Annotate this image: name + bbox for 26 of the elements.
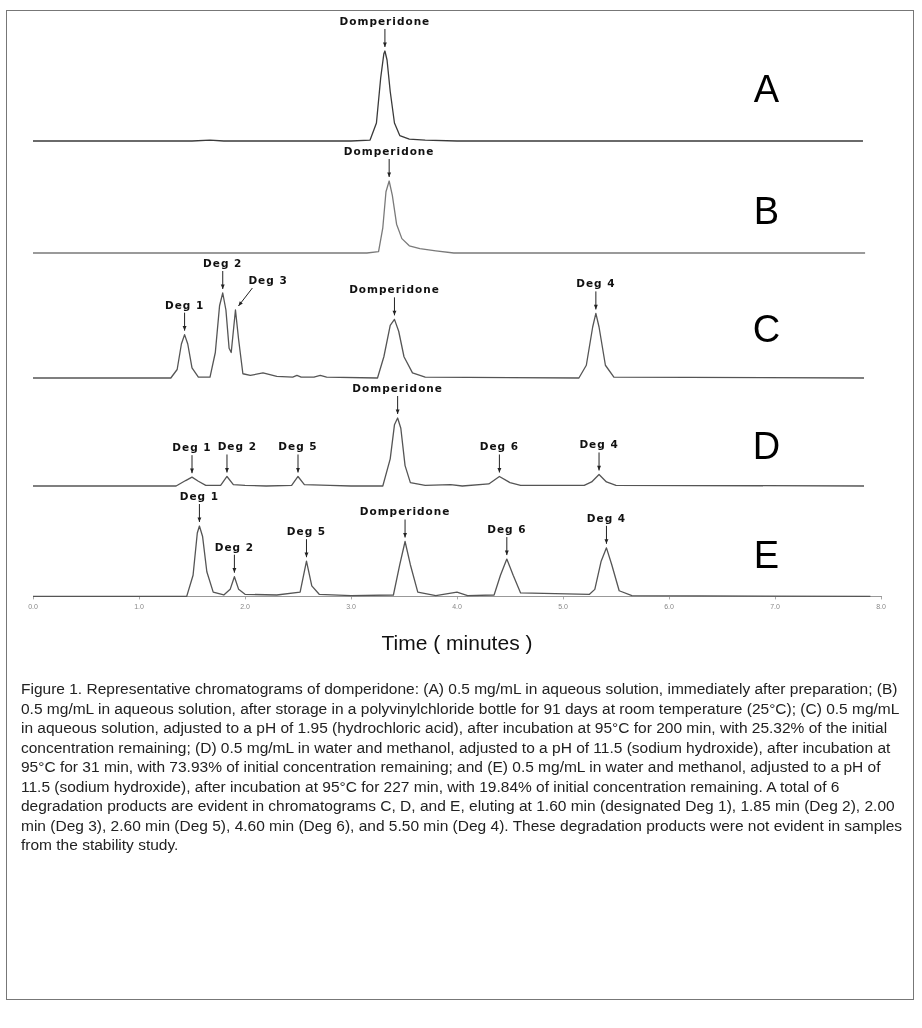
chart-title: C — [752, 307, 781, 350]
annotation: Deg 1 — [164, 298, 205, 311]
annotation: Deg 5 — [286, 525, 327, 538]
chart-title: A — [753, 67, 780, 110]
annotation: Domperidone — [359, 505, 451, 518]
annotation: Domperidone — [343, 145, 435, 157]
chart-title: D — [752, 425, 781, 468]
annotation: Domperidone — [349, 283, 440, 296]
annotation: Domperidone — [339, 15, 431, 27]
annotation: Deg 4 — [576, 277, 616, 290]
annotation: Deg 1 — [172, 441, 212, 454]
annotation: Deg 6 — [487, 523, 527, 536]
chart-title: E — [753, 534, 780, 577]
annotation: Deg 4 — [586, 511, 627, 524]
annotation: Deg 5 — [278, 440, 318, 453]
annotation: Deg 1 — [179, 490, 220, 502]
x-axis-title: Time ( minutes ) — [381, 631, 533, 655]
annotation: Deg 2 — [203, 257, 243, 269]
annotation: Domperidone — [352, 382, 443, 394]
annotation: Deg 2 — [217, 440, 257, 453]
text: Figure 1. Representative chromatograms of domperidone: (A) 0.5 mg/mL in aqueous solution, immediately after preparation; (B) 0.5 mg/mL in aqueous solution, after storage in a polyvinylchloride bottle for 91 days at room temperature (25°C); (C) 0.5 mg/mL in aqueous solution, adjusted to a pH of 1.95 (hydrochloric acid), after incubation at 95°C for 200 min, with 25.32% of the initial concentration remaining; (D) 0.5 mg/mL in water and methanol, adjusted to a pH of 11.5 (sodium hydroxide), after incubation at 95°C for 31 min, with 73.93% of initial concentration remaining; and (E) 0.5 mg/mL in water and methanol, adjusted to a pH of 11.5 (sodium hydroxide), after incubation at 95°C for 227 min, with 19.84% of initial concentration remaining. A total of 6 degradation products are evident in chromatograms C, D, and E, eluting at 1.60 min (designated Deg 1), 1.85 min (Deg 2), 2.00 min (Deg 3), 2.60 min (Deg 5), 4.60 min (Deg 6), and 5.50 min (Deg 4). These degradation products were not evident in samples from the stability study. — [21, 680, 903, 853]
annotation: Deg 6 — [479, 440, 520, 453]
chart-title: B — [753, 189, 780, 232]
annotation: Deg 2 — [214, 540, 255, 553]
annotation: Deg 4 — [579, 438, 619, 451]
annotation: Deg 3 — [248, 274, 288, 286]
